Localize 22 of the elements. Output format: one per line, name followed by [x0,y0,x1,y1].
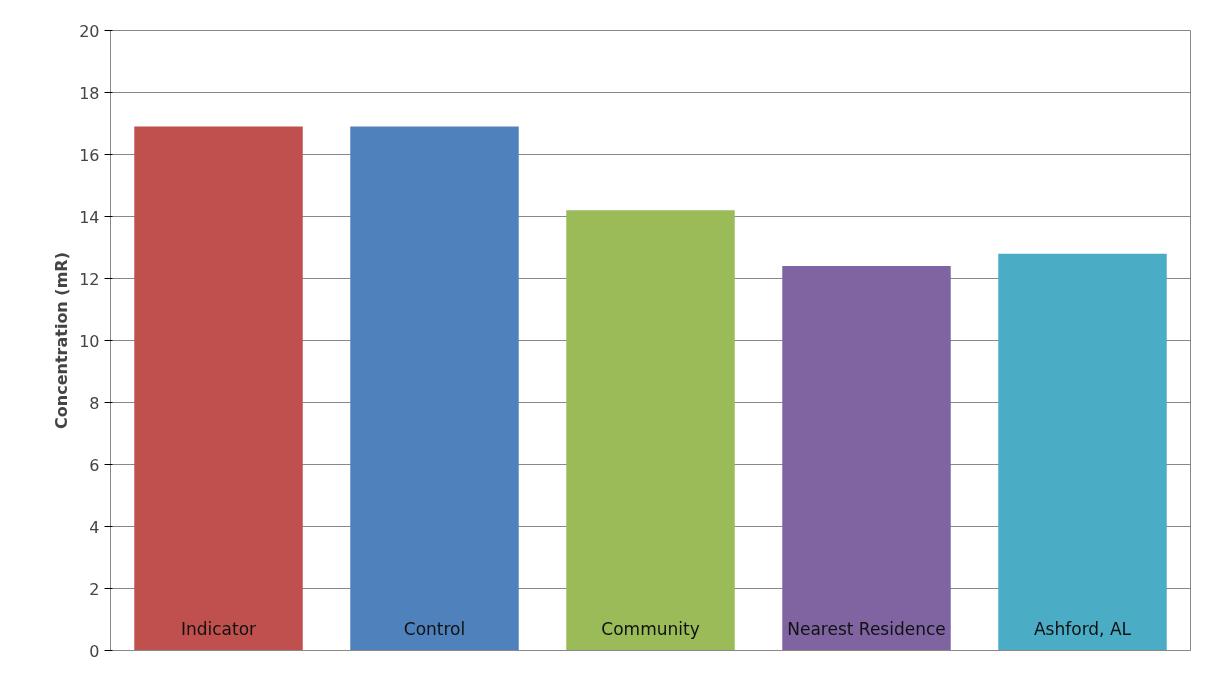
y-tick-label: 8 [89,393,100,413]
y-tick-label: 6 [89,455,100,475]
y-tick-label: 0 [89,641,100,661]
y-tick-label: 4 [89,517,100,537]
bar [998,253,1167,651]
x-tick-label: Ashford, AL [1033,618,1132,639]
bar [566,210,735,651]
y-tick-label: 14 [79,207,100,227]
y-tick-label: 12 [79,269,100,289]
y-tick-label: 16 [79,145,100,165]
y-tick-label: 10 [79,331,100,351]
bar [782,266,951,651]
y-axis-title: Concentration (mR) [52,252,72,429]
x-tick-label: Indicator [180,618,257,639]
x-tick-label: Community [601,618,700,639]
x-tick-label: Nearest Residence [787,618,946,639]
bar [350,126,519,651]
bar [134,126,303,651]
y-tick-label: 20 [79,21,100,41]
y-tick-label: 2 [89,579,100,599]
x-tick-label: Control [403,618,466,639]
y-tick-label: 18 [79,83,100,103]
